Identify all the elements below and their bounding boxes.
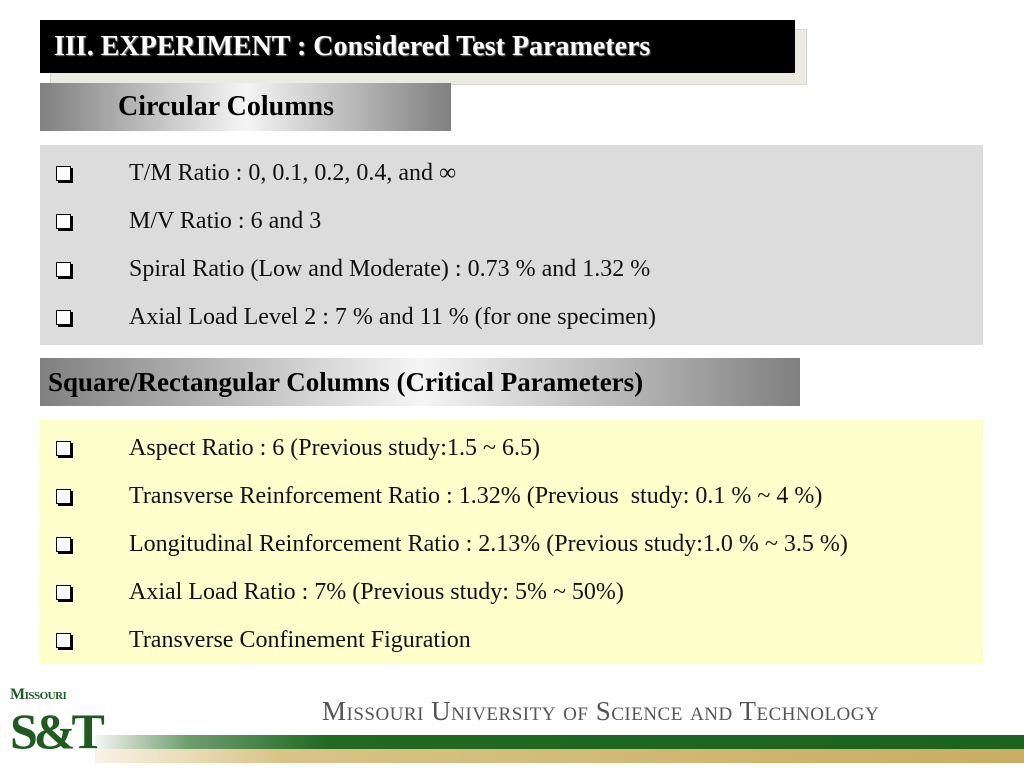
checkbox-bullet-icon [56, 213, 71, 229]
checkbox-bullet-icon [56, 632, 71, 648]
square-columns-panel: Aspect Ratio : 6 (Previous study:1.5 ~ 6… [40, 420, 983, 664]
logo-main-text: S&T [10, 703, 105, 759]
checkbox-bullet-icon [56, 309, 71, 325]
item-text: Spiral Ratio (Low and Moderate) : 0.73 %… [129, 255, 651, 282]
checkbox-bullet-icon [56, 165, 71, 181]
square-columns-heading: Square/Rectangular Columns (Critical Par… [40, 358, 800, 406]
list-item: Longitudinal Reinforcement Ratio : 2.13%… [40, 520, 983, 568]
checkbox-bullet-icon [56, 584, 71, 600]
item-text: Transverse Reinforcement Ratio : 1.32% (… [129, 482, 823, 509]
footer-gold-bar [95, 749, 1024, 763]
circular-columns-panel: T/M Ratio : 0, 0.1, 0.2, 0.4, and ∞ M/V … [40, 145, 983, 345]
footer-green-bar [95, 735, 1024, 749]
list-item: Spiral Ratio (Low and Moderate) : 0.73 %… [40, 245, 983, 293]
checkbox-bullet-icon [56, 488, 71, 504]
item-text: Transverse Confinement Figuration [129, 626, 471, 653]
mst-logo: Missouri S&T [10, 686, 105, 764]
list-item: Axial Load Ratio : 7% (Previous study: 5… [40, 568, 983, 616]
item-text: Axial Load Level 2 : 7 % and 11 % (for o… [129, 303, 656, 330]
item-text: M/V Ratio : 6 and 3 [129, 207, 322, 234]
list-item: Transverse Confinement Figuration [40, 616, 983, 664]
circular-columns-heading: Circular Columns [40, 83, 451, 131]
checkbox-bullet-icon [56, 261, 71, 277]
list-item: T/M Ratio : 0, 0.1, 0.2, 0.4, and ∞ [40, 149, 983, 197]
item-text: Longitudinal Reinforcement Ratio : 2.13%… [129, 530, 848, 557]
list-item: Axial Load Level 2 : 7 % and 11 % (for o… [40, 293, 983, 341]
checkbox-bullet-icon [56, 536, 71, 552]
university-name: Missouri University of Science and Techn… [322, 696, 880, 726]
list-item: Aspect Ratio : 6 (Previous study:1.5 ~ 6… [40, 424, 983, 472]
list-item: M/V Ratio : 6 and 3 [40, 197, 983, 245]
item-text: Aspect Ratio : 6 (Previous study:1.5 ~ 6… [129, 434, 540, 461]
checkbox-bullet-icon [56, 440, 71, 456]
slide-title: III. EXPERIMENT : Considered Test Parame… [40, 20, 795, 73]
logo-top-text: Missouri [10, 686, 67, 703]
list-item: Transverse Reinforcement Ratio : 1.32% (… [40, 472, 983, 520]
item-text: Axial Load Ratio : 7% (Previous study: 5… [129, 578, 624, 605]
item-text: T/M Ratio : 0, 0.1, 0.2, 0.4, and ∞ [129, 159, 457, 186]
